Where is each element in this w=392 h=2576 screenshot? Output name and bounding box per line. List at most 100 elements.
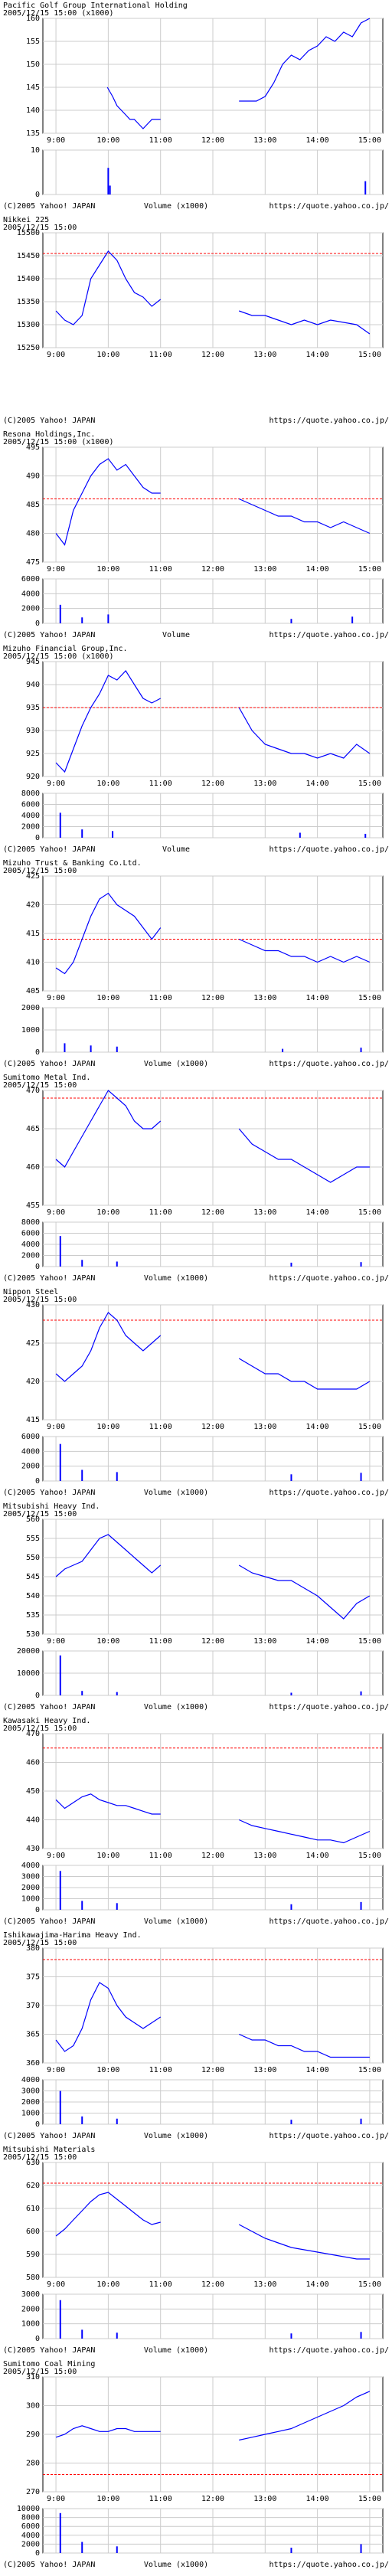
time-tick-label: 14:00 bbox=[306, 351, 329, 359]
volume-tick-label: 2000 bbox=[21, 2305, 40, 2313]
time-tick-label: 12:00 bbox=[201, 1208, 224, 1217]
price-tick-label: 360 bbox=[26, 2059, 40, 2068]
volume-tick-label: 4000 bbox=[21, 2076, 40, 2084]
time-tick-label: 11:00 bbox=[149, 351, 172, 359]
price-tick-label: 935 bbox=[26, 704, 40, 712]
time-tick-label: 14:00 bbox=[306, 136, 329, 145]
volume-axis-label: Volume (x1000) bbox=[144, 1917, 208, 1926]
volume-bar bbox=[116, 2546, 118, 2553]
time-tick-label: 10:00 bbox=[96, 1208, 119, 1217]
price-tick-label: 540 bbox=[26, 1592, 40, 1600]
time-tick-label: 12:00 bbox=[201, 2066, 224, 2074]
price-tick-label: 600 bbox=[26, 2228, 40, 2236]
volume-bar bbox=[360, 1901, 362, 1910]
time-tick-label: 12:00 bbox=[201, 565, 224, 574]
price-series-line bbox=[55, 250, 162, 325]
chart-date: 2005/12/15 15:00 (x1000) bbox=[3, 652, 114, 661]
volume-axis-label: Volume (x1000) bbox=[144, 2346, 208, 2355]
price-series-line bbox=[239, 18, 371, 102]
time-tick-label: 9:00 bbox=[47, 1852, 65, 1860]
volume-bar bbox=[116, 1046, 118, 1052]
time-tick-label: 14:00 bbox=[306, 780, 329, 788]
price-tick-label: 440 bbox=[26, 1816, 40, 1825]
time-tick-label: 10:00 bbox=[96, 1637, 119, 1646]
volume-bar bbox=[290, 2120, 292, 2124]
volume-tick-label: 6000 bbox=[21, 575, 40, 584]
volume-tick-label: 1000 bbox=[21, 1026, 40, 1035]
time-tick-label: 12:00 bbox=[201, 780, 224, 788]
price-tick-label: 485 bbox=[26, 501, 40, 509]
volume-tick-label: 2000 bbox=[21, 1004, 40, 1012]
volume-tick-label: 0 bbox=[35, 2335, 40, 2343]
price-tick-label: 415 bbox=[26, 1416, 40, 1424]
volume-bar bbox=[81, 1260, 83, 1267]
price-series-line bbox=[238, 707, 371, 759]
volume-bar bbox=[282, 1048, 284, 1052]
volume-tick-label: 2000 bbox=[21, 2540, 40, 2548]
price-tick-label: 15250 bbox=[17, 344, 40, 352]
chart-date: 2005/12/15 15:00 (x1000) bbox=[3, 9, 114, 18]
time-tick-label: 12:00 bbox=[201, 1423, 224, 1431]
time-tick-label: 11:00 bbox=[149, 1637, 172, 1646]
time-tick-label: 10:00 bbox=[96, 2495, 119, 2503]
time-tick-label: 9:00 bbox=[47, 780, 65, 788]
volume-bar bbox=[290, 619, 292, 623]
time-tick-label: 11:00 bbox=[149, 780, 172, 788]
source-url: https://quote.yahoo.co.jp/ bbox=[269, 1060, 389, 1068]
volume-bar bbox=[364, 181, 367, 195]
price-tick-label: 490 bbox=[26, 472, 40, 481]
stock-chart: Mizuho Trust & Banking Co.Ltd.2005/12/15… bbox=[3, 859, 389, 1068]
price-tick-label: 155 bbox=[26, 38, 40, 46]
volume-tick-label: 10000 bbox=[17, 2505, 40, 2513]
time-tick-label: 15:00 bbox=[358, 994, 381, 1002]
source-url: https://quote.yahoo.co.jp/ bbox=[269, 2346, 389, 2355]
price-tick-label: 15300 bbox=[17, 321, 40, 329]
time-tick-label: 15:00 bbox=[358, 780, 381, 788]
time-tick-label: 12:00 bbox=[201, 2280, 224, 2289]
time-tick-label: 15:00 bbox=[358, 1852, 381, 1860]
stock-chart: Kawasaki Heavy Ind.2005/12/15 15:00 430 44… bbox=[3, 1717, 389, 1926]
volume-bar bbox=[360, 1262, 362, 1267]
volume-bar bbox=[116, 1472, 118, 1481]
source-url: https://quote.yahoo.co.jp/ bbox=[269, 631, 389, 639]
time-tick-label: 11:00 bbox=[149, 1423, 172, 1431]
price-tick-label: 415 bbox=[26, 930, 40, 938]
price-tick-label: 930 bbox=[26, 727, 40, 735]
volume-tick-label: 2000 bbox=[21, 1252, 40, 1260]
price-tick-label: 580 bbox=[26, 2274, 40, 2282]
time-tick-label: 11:00 bbox=[149, 2495, 172, 2503]
volume-bar bbox=[109, 185, 111, 195]
volume-tick-label: 0 bbox=[35, 1906, 40, 1914]
copyright-label: (C)2005 Yahoo! JAPAN bbox=[3, 2346, 95, 2355]
time-tick-label: 10:00 bbox=[96, 780, 119, 788]
volume-bar bbox=[112, 831, 114, 838]
time-tick-label: 13:00 bbox=[253, 351, 276, 359]
volume-tick-label: 0 bbox=[35, 1048, 40, 1057]
volume-bar bbox=[290, 1692, 292, 1695]
volume-bar bbox=[81, 1691, 83, 1695]
price-tick-label: 610 bbox=[26, 2205, 40, 2213]
price-tick-label: 425 bbox=[26, 872, 40, 881]
time-tick-label: 10:00 bbox=[96, 2280, 119, 2289]
price-tick-label: 310 bbox=[26, 2373, 40, 2381]
chart-title: Resona Holdings,Inc. bbox=[3, 430, 95, 439]
time-tick-label: 13:00 bbox=[253, 1852, 276, 1860]
volume-bar bbox=[107, 168, 109, 195]
price-tick-label: 365 bbox=[26, 2031, 40, 2039]
chart-title: Nikkei 225 bbox=[3, 216, 49, 224]
volume-tick-label: 0 bbox=[35, 2549, 40, 2558]
volume-tick-label: 0 bbox=[35, 619, 40, 628]
chart-date: 2005/12/15 15:00 (x1000) bbox=[3, 438, 114, 446]
time-tick-label: 11:00 bbox=[149, 2280, 172, 2289]
volume-bar bbox=[290, 1474, 292, 1481]
chart-date: 2005/12/15 15:00 bbox=[3, 1081, 77, 1090]
chart-date: 2005/12/15 15:00 bbox=[3, 224, 77, 232]
price-tick-label: 15400 bbox=[17, 275, 40, 283]
volume-axis-label: Volume (x1000) bbox=[144, 1274, 208, 1283]
copyright-label: (C)2005 Yahoo! JAPAN bbox=[3, 845, 95, 854]
volume-tick-label: 6000 bbox=[21, 1433, 40, 1441]
